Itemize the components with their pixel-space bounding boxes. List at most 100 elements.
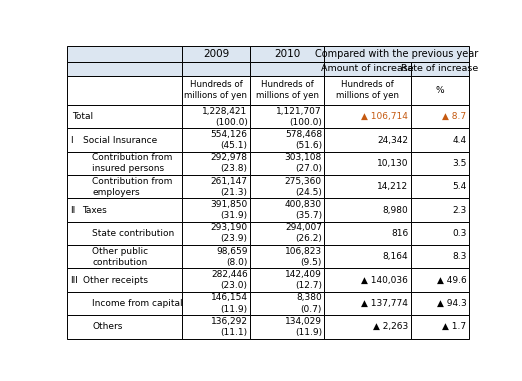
Bar (411, 245, 469, 269)
Text: Taxes: Taxes (82, 206, 108, 215)
Bar (182, 62, 250, 76)
Text: 0.3: 0.3 (452, 229, 467, 238)
Bar (324, 175, 411, 199)
Bar (411, 128, 469, 152)
Text: 554,126
(45.1): 554,126 (45.1) (211, 130, 247, 150)
Bar (67, 152, 182, 175)
Bar (324, 245, 411, 269)
Bar (250, 105, 324, 128)
Bar (411, 315, 469, 338)
Text: 4.4: 4.4 (453, 136, 467, 144)
Text: Amount of increase: Amount of increase (321, 64, 414, 73)
Bar (67, 105, 182, 128)
Bar (324, 62, 411, 76)
Text: Total: Total (72, 112, 93, 121)
Bar (182, 175, 250, 199)
Text: Hundreds of
millions of yen: Hundreds of millions of yen (184, 80, 247, 100)
Bar (250, 222, 324, 245)
Bar (250, 46, 324, 62)
Text: 294,007
(26.2): 294,007 (26.2) (285, 223, 322, 243)
Bar (67, 62, 182, 76)
Bar (250, 199, 324, 222)
Text: 106,823
(9.5): 106,823 (9.5) (285, 247, 322, 267)
Text: 2010: 2010 (274, 49, 300, 59)
Bar (182, 315, 250, 338)
Text: 2.3: 2.3 (453, 206, 467, 215)
Text: ▲ 49.6: ▲ 49.6 (437, 275, 467, 285)
Bar (67, 46, 182, 62)
Text: 8.3: 8.3 (452, 252, 467, 261)
Text: 10,130: 10,130 (377, 159, 408, 168)
Text: ▲ 1.7: ▲ 1.7 (443, 322, 467, 331)
Text: ▲ 2,263: ▲ 2,263 (373, 322, 408, 331)
Bar (250, 62, 324, 76)
Text: 5.4: 5.4 (453, 182, 467, 191)
Bar (250, 269, 324, 292)
Text: ▲ 140,036: ▲ 140,036 (361, 275, 408, 285)
Text: Others: Others (92, 322, 123, 331)
Text: 282,446
(23.0): 282,446 (23.0) (211, 270, 247, 290)
Text: ▲ 106,714: ▲ 106,714 (361, 112, 408, 121)
Text: 8,380
(0.7): 8,380 (0.7) (296, 293, 322, 314)
Bar (324, 315, 411, 338)
Bar (250, 152, 324, 175)
Bar (67, 245, 182, 269)
Text: 14,212: 14,212 (377, 182, 408, 191)
Text: Contribution from
insured persons: Contribution from insured persons (92, 153, 173, 173)
Bar (324, 152, 411, 175)
Bar (324, 76, 411, 105)
Text: 142,409
(12.7): 142,409 (12.7) (285, 270, 322, 290)
Bar (182, 199, 250, 222)
Bar (250, 315, 324, 338)
Text: ▲ 94.3: ▲ 94.3 (437, 299, 467, 308)
Text: 578,468
(51.6): 578,468 (51.6) (285, 130, 322, 150)
Text: 3.5: 3.5 (452, 159, 467, 168)
Bar (182, 76, 250, 105)
Bar (411, 292, 469, 315)
Text: Hundreds of
millions of yen: Hundreds of millions of yen (336, 80, 399, 100)
Text: Rate of increase: Rate of increase (401, 64, 479, 73)
Text: 1,121,707
(100.0): 1,121,707 (100.0) (276, 107, 322, 127)
Text: Social Insurance: Social Insurance (82, 136, 157, 144)
Bar (411, 269, 469, 292)
Text: 292,978
(23.8): 292,978 (23.8) (211, 153, 247, 173)
Text: State contribution: State contribution (92, 229, 174, 238)
Bar (67, 222, 182, 245)
Text: ▲ 137,774: ▲ 137,774 (361, 299, 408, 308)
Bar (324, 269, 411, 292)
Text: 134,029
(11.9): 134,029 (11.9) (285, 317, 322, 337)
Text: III: III (70, 275, 78, 285)
Text: 136,292
(11.1): 136,292 (11.1) (211, 317, 247, 337)
Bar (182, 105, 250, 128)
Bar (250, 245, 324, 269)
Bar (324, 199, 411, 222)
Bar (250, 175, 324, 199)
Bar (324, 222, 411, 245)
Bar (411, 76, 469, 105)
Bar (67, 315, 182, 338)
Bar (324, 128, 411, 152)
Text: Other receipts: Other receipts (82, 275, 148, 285)
Bar (182, 152, 250, 175)
Bar (182, 128, 250, 152)
Text: 8,164: 8,164 (383, 252, 408, 261)
Bar (67, 199, 182, 222)
Bar (67, 269, 182, 292)
Text: Hundreds of
millions of yen: Hundreds of millions of yen (256, 80, 319, 100)
Bar (411, 105, 469, 128)
Bar (182, 222, 250, 245)
Text: 261,147
(21.3): 261,147 (21.3) (211, 177, 247, 197)
Text: 2009: 2009 (203, 49, 229, 59)
Bar (67, 292, 182, 315)
Text: 816: 816 (391, 229, 408, 238)
Text: II: II (70, 206, 76, 215)
Bar (182, 292, 250, 315)
Text: 303,108
(27.0): 303,108 (27.0) (284, 153, 322, 173)
Bar (67, 175, 182, 199)
Bar (67, 76, 182, 105)
Bar (182, 269, 250, 292)
Text: 98,659
(8.0): 98,659 (8.0) (216, 247, 247, 267)
Text: 275,360
(24.5): 275,360 (24.5) (285, 177, 322, 197)
Bar (250, 76, 324, 105)
Text: Compared with the previous year: Compared with the previous year (315, 49, 478, 59)
